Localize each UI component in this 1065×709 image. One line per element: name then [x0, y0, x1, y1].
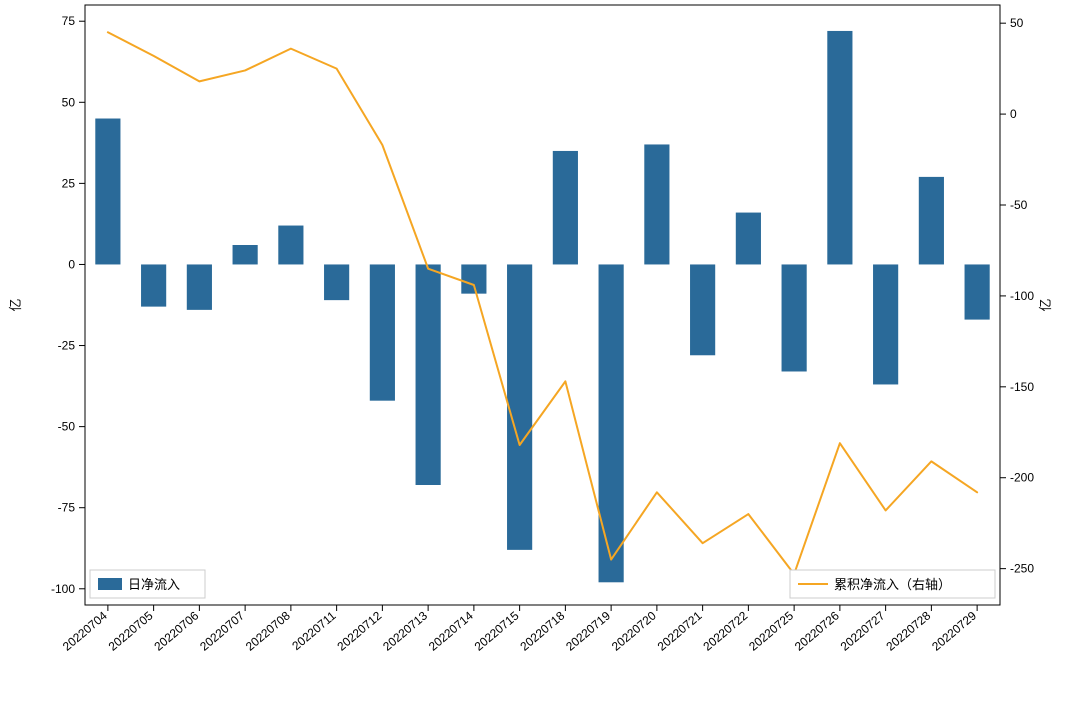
bar: 72: [827, 31, 852, 265]
y-right-tick-label: 0: [1010, 107, 1017, 121]
y-left-tick-label: -25: [58, 339, 76, 353]
y-left-tick-label: 0: [68, 257, 75, 271]
bar: 27: [919, 177, 944, 265]
legend-bars-label: 日净流入: [128, 577, 180, 592]
y-right-tick-label: -250: [1010, 562, 1034, 576]
legend-bars-swatch: [98, 578, 122, 590]
bar: -11: [324, 264, 349, 300]
y-left-tick-label: 75: [62, 14, 76, 28]
y-left-tick-label: -50: [58, 420, 76, 434]
y-right-tick-label: 50: [1010, 16, 1024, 30]
y-left-tick-label: -75: [58, 501, 76, 515]
legend-line-label: 累积净流入（右轴）: [834, 577, 951, 592]
bar: 6: [233, 245, 258, 264]
bar: 45: [95, 119, 120, 265]
y-right-axis-label: 亿: [1038, 298, 1053, 311]
bar: -68: [416, 264, 441, 485]
y-right-tick-label: -50: [1010, 198, 1028, 212]
chart-container: -100-75-50-250255075亿-250-200-150-100-50…: [0, 0, 1065, 709]
y-left-axis-label: 亿: [8, 298, 23, 311]
bar: 12: [278, 226, 303, 265]
bar: -37: [873, 264, 898, 384]
bar: -9: [461, 264, 486, 293]
y-left-tick-label: -100: [51, 582, 75, 596]
bar: -14: [187, 264, 212, 309]
bar: -28: [690, 264, 715, 355]
dual-axis-chart: -100-75-50-250255075亿-250-200-150-100-50…: [0, 0, 1065, 709]
bar: -17: [965, 264, 990, 319]
bar: -98: [599, 264, 624, 582]
bar: 35: [553, 151, 578, 265]
y-right-tick-label: -200: [1010, 471, 1034, 485]
y-left-tick-label: 50: [62, 95, 76, 109]
bar: 37: [644, 144, 669, 264]
bar: -42: [370, 264, 395, 400]
bar: 16: [736, 213, 761, 265]
y-left-tick-label: 25: [62, 176, 76, 190]
bar: -13: [141, 264, 166, 306]
y-right-tick-label: -100: [1010, 289, 1034, 303]
bar: -88: [507, 264, 532, 549]
bar: -33: [782, 264, 807, 371]
y-right-tick-label: -150: [1010, 380, 1034, 394]
